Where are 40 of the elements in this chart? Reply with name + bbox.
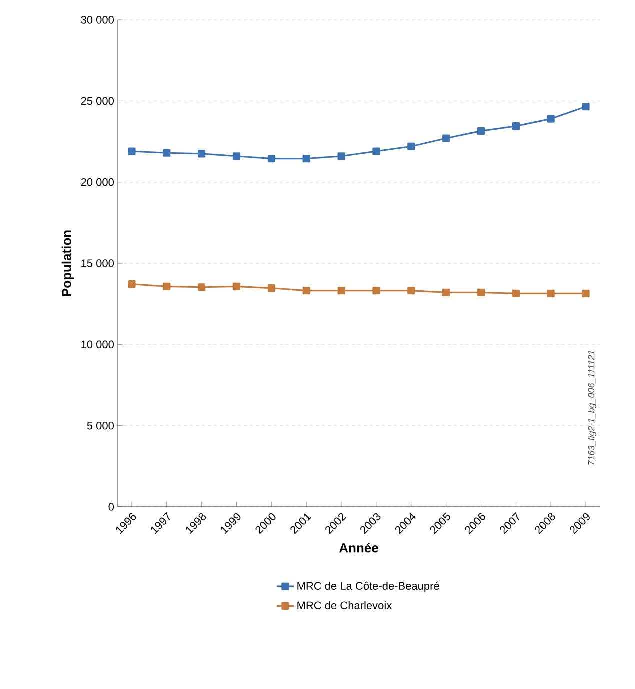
point bbox=[338, 152, 346, 160]
legend-label: MRC de Charlevoix bbox=[298, 601, 392, 610]
y-tick-label: 0 bbox=[108, 503, 114, 511]
point bbox=[338, 286, 346, 295]
point bbox=[163, 149, 171, 157]
point bbox=[372, 286, 380, 295]
point bbox=[198, 150, 206, 158]
point bbox=[128, 280, 136, 288]
annotation: 7163_fig2-1_bg_006_111121 bbox=[588, 350, 596, 465]
point bbox=[232, 282, 241, 291]
x-axis-title: Année bbox=[339, 543, 378, 553]
point bbox=[268, 284, 276, 292]
point bbox=[372, 148, 380, 156]
point bbox=[442, 134, 450, 142]
point bbox=[232, 152, 241, 160]
point bbox=[547, 290, 555, 298]
y-axis-title: Population bbox=[62, 230, 74, 296]
point bbox=[442, 288, 450, 297]
y-tick-label: 20 000 bbox=[81, 178, 114, 186]
point bbox=[198, 284, 206, 292]
y-tick-label: 30 000 bbox=[81, 16, 114, 24]
point bbox=[302, 155, 310, 163]
y-tick-label: 25 000 bbox=[81, 97, 114, 106]
point bbox=[512, 290, 520, 298]
point bbox=[582, 103, 590, 111]
point bbox=[512, 122, 520, 130]
point bbox=[268, 155, 276, 163]
y-tick-label: 5 000 bbox=[87, 422, 114, 430]
point bbox=[582, 290, 590, 298]
point bbox=[302, 286, 310, 295]
point bbox=[408, 142, 416, 150]
point bbox=[477, 127, 486, 136]
y-tick-label: 15 000 bbox=[82, 260, 114, 268]
point bbox=[547, 115, 555, 123]
point bbox=[408, 286, 416, 295]
point bbox=[128, 148, 136, 156]
point bbox=[163, 282, 171, 291]
legend-label: MRC de La Côte-de-Beaupré bbox=[298, 582, 440, 592]
point bbox=[477, 288, 486, 297]
y-tick-label: 10 000 bbox=[82, 340, 114, 349]
